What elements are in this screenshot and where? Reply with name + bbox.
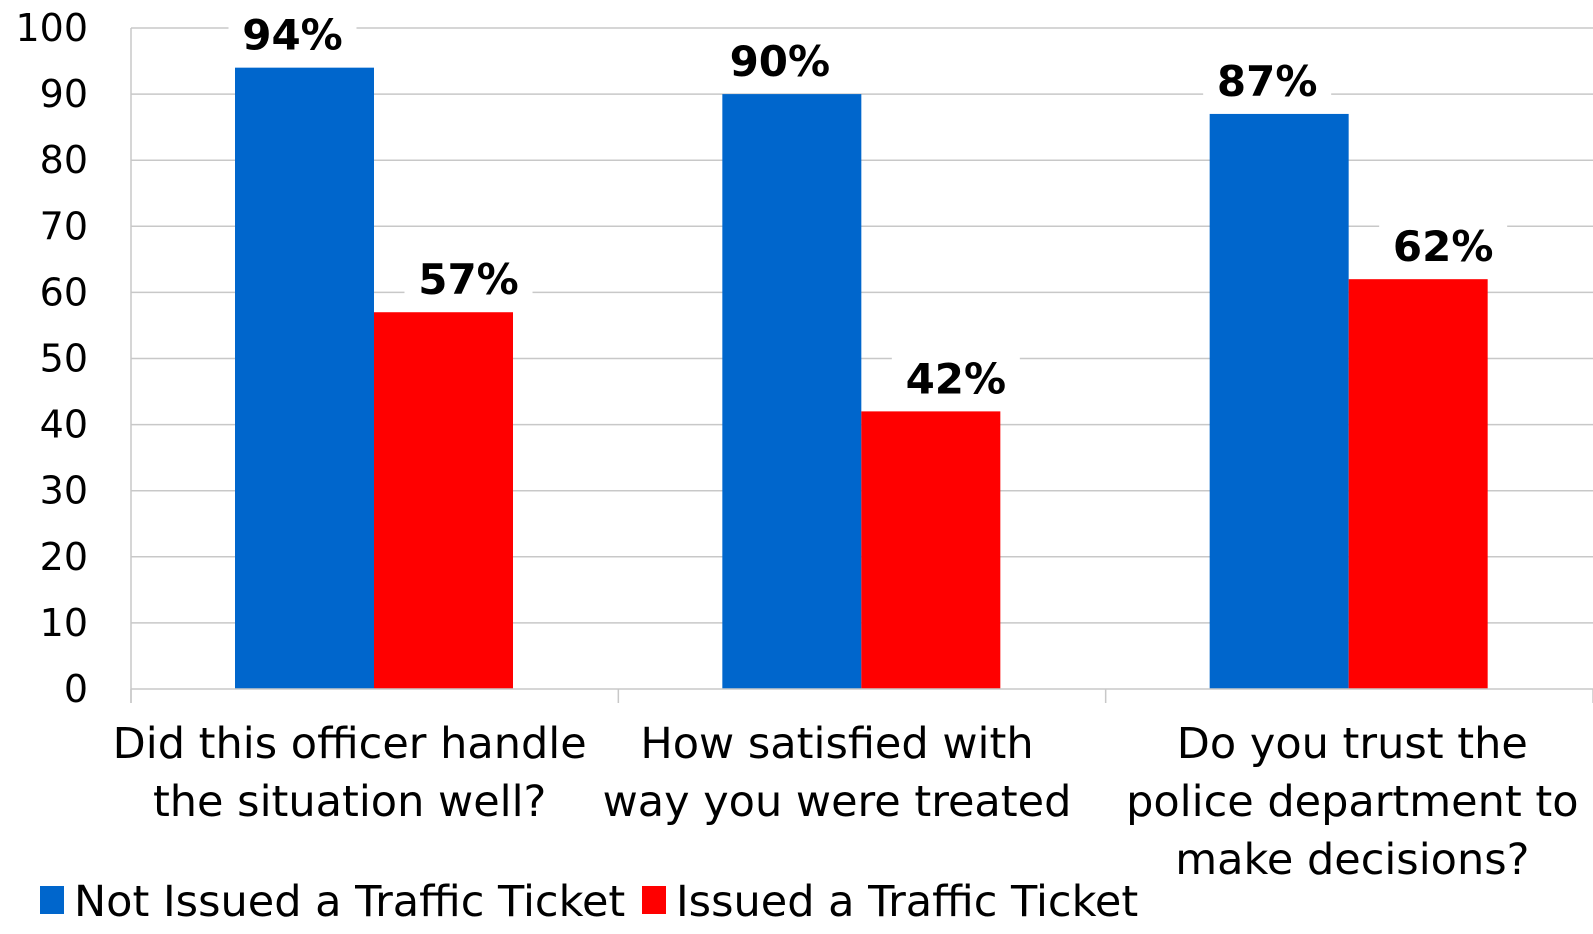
y-tick-label: 10	[40, 601, 88, 645]
bar-issued-2	[861, 411, 1001, 689]
data-label: 87%	[1217, 57, 1318, 106]
category-label: way you were treated	[603, 777, 1072, 827]
data-label-bg	[891, 351, 1020, 404]
category-label: Did this officer handle	[113, 719, 587, 769]
axes: 0 10 20 30 40 50 60 70 80 90 100 Did this officer h…	[15, 6, 1593, 885]
legend-swatch-not-issued	[40, 886, 64, 914]
legend: Not Issued a Traffic Ticket Issued a Traf…	[40, 877, 1138, 927]
bar-not-issued-1	[235, 67, 374, 689]
legend-swatch-issued	[642, 886, 666, 914]
category-label: the situation well?	[153, 777, 546, 827]
bar-not-issued-3	[1209, 113, 1349, 690]
legend-label: Not Issued a Traffic Ticket	[74, 877, 625, 927]
data-label-bg	[404, 252, 533, 305]
data-label: 90%	[730, 37, 831, 86]
y-tick-label: 30	[40, 469, 88, 513]
legend-label: Issued a Traffic Ticket	[676, 877, 1138, 927]
bar-issued-3	[1348, 279, 1488, 689]
data-label: 94%	[242, 11, 343, 60]
bars	[235, 67, 1488, 690]
y-tick-label: 0	[64, 667, 88, 711]
y-tick-label: 60	[40, 270, 88, 314]
bar-issued-1	[374, 312, 513, 689]
data-label-bg	[715, 34, 844, 87]
data-label: 62%	[1393, 222, 1494, 271]
data-label-bg	[228, 7, 357, 60]
y-tick-label: 70	[40, 204, 88, 248]
y-tick-label: 100	[15, 6, 88, 50]
data-label-bg	[1379, 219, 1508, 272]
data-label-bg	[1203, 53, 1332, 106]
data-label: 42%	[906, 354, 1007, 403]
y-tick-label: 50	[40, 337, 88, 381]
category-label: police department to	[1126, 777, 1579, 827]
category-label: How satisfied with	[640, 719, 1033, 769]
y-tick-label: 90	[40, 72, 88, 116]
data-labels: 94% 57% 90% 42% 87% 62%	[228, 7, 1508, 404]
y-tick-label: 80	[40, 138, 88, 182]
bar-not-issued-2	[722, 94, 862, 690]
category-label: make decisions?	[1175, 835, 1529, 885]
data-label: 57%	[418, 255, 519, 304]
y-tick-label: 40	[40, 403, 88, 447]
y-tick-label: 20	[40, 535, 88, 579]
category-label: Do you trust the	[1177, 719, 1528, 769]
